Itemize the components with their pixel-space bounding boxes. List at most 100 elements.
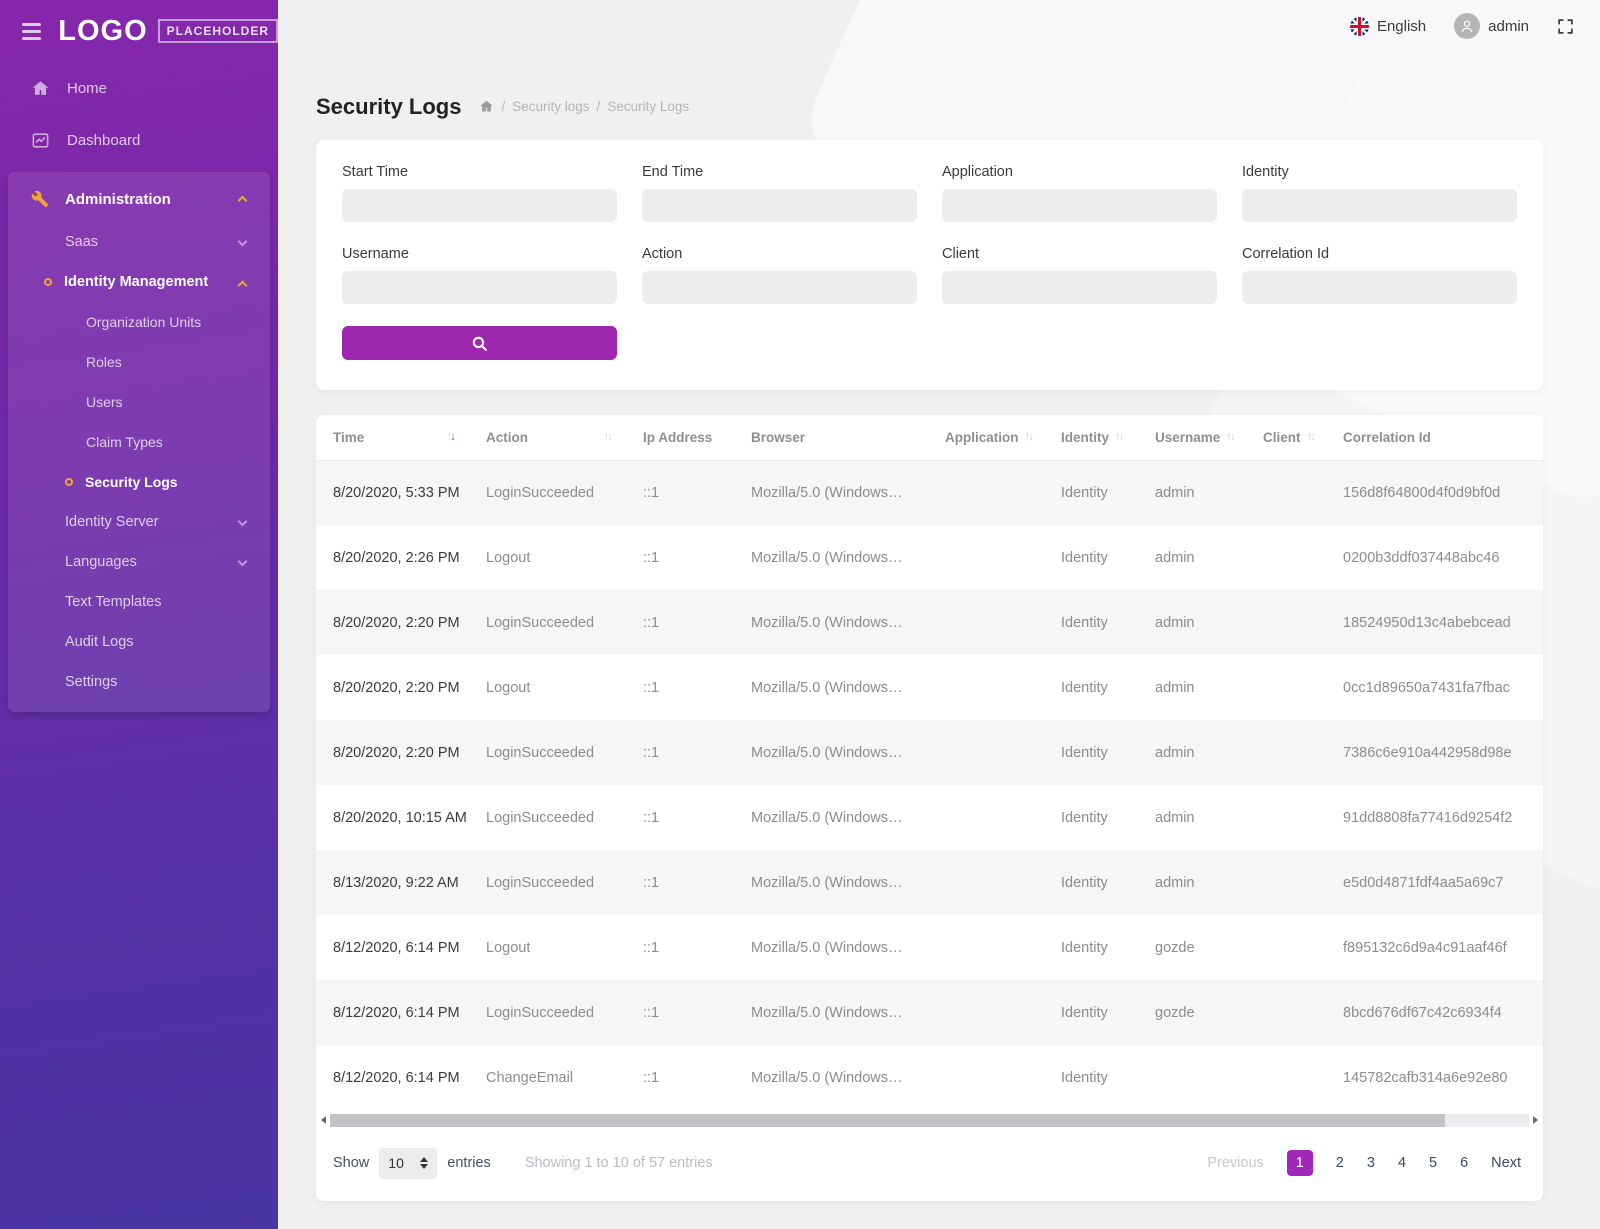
table-row[interactable]: 8/20/2020, 2:20 PM LoginSucceeded ::1 Mo…	[316, 720, 1543, 785]
menu-toggle-icon[interactable]	[22, 22, 42, 40]
cell-client	[1263, 915, 1343, 980]
sidebar-item-audit-logs[interactable]: Audit Logs	[8, 622, 270, 662]
search-icon	[472, 336, 487, 351]
sidebar-item-roles[interactable]: Roles	[8, 342, 270, 382]
horizontal-scrollbar[interactable]	[316, 1112, 1543, 1128]
filter-field-start-time: Start Time	[342, 164, 617, 222]
cell-action: LoginSucceeded	[486, 874, 595, 891]
table-row[interactable]: 8/12/2020, 6:14 PM Logout ::1 Mozilla/5.…	[316, 915, 1543, 980]
column-header-action[interactable]: Action ↑↓	[486, 415, 643, 461]
page-button-4[interactable]: 4	[1397, 1155, 1407, 1171]
show-label: Show	[333, 1155, 370, 1171]
cell-time: 8/20/2020, 5:33 PM	[333, 484, 460, 501]
column-header-correlation-id[interactable]: Correlation Id	[1343, 415, 1543, 461]
chevron-up-icon	[237, 195, 248, 206]
action-input[interactable]	[642, 271, 917, 304]
sidebar-item-settings[interactable]: Settings	[8, 662, 270, 702]
sidebar-item-home[interactable]: Home	[0, 62, 278, 114]
table-row[interactable]: 8/20/2020, 10:15 AM LoginSucceeded ::1 M…	[316, 785, 1543, 850]
sidebar-item-security-logs[interactable]: Security Logs	[8, 462, 270, 502]
column-header-time[interactable]: Time ↑↓	[316, 415, 486, 461]
scrollbar-track[interactable]	[330, 1113, 1529, 1127]
uk-flag-icon	[1349, 16, 1369, 36]
breadcrumb-item[interactable]: Security logs	[512, 99, 590, 114]
language-selector[interactable]: English	[1349, 16, 1426, 36]
table-row[interactable]: 8/20/2020, 5:33 PM LoginSucceeded ::1 Mo…	[316, 460, 1543, 525]
table-row[interactable]: 8/12/2020, 6:14 PM ChangeEmail ::1 Mozil…	[316, 1045, 1543, 1110]
cell-action: ChangeEmail	[486, 1069, 574, 1086]
table-row[interactable]: 8/12/2020, 6:14 PM LoginSucceeded ::1 Mo…	[316, 980, 1543, 1045]
end-time-input[interactable]	[642, 189, 917, 222]
cell-correlation: 145782cafb314a6e92e80	[1343, 1069, 1508, 1086]
column-header-ip-address[interactable]: Ip Address	[643, 415, 751, 461]
bullet-icon	[65, 478, 73, 486]
sidebar-item-saas[interactable]: Saas	[8, 222, 270, 262]
cell-application	[945, 915, 1061, 980]
table-row[interactable]: 8/13/2020, 9:22 AM LoginSucceeded ::1 Mo…	[316, 850, 1543, 915]
sort-icon[interactable]: ↑↓	[603, 431, 613, 444]
logo-row: LOGO PLACEHOLDER	[0, 0, 278, 62]
field-label: Identity	[1242, 164, 1289, 180]
application-input[interactable]	[942, 189, 1217, 222]
field-label: Start Time	[342, 164, 409, 180]
start-time-input[interactable]	[342, 189, 617, 222]
search-button[interactable]	[342, 326, 617, 360]
wrench-icon	[30, 190, 50, 208]
cell-action: LoginSucceeded	[486, 809, 595, 826]
sort-icon[interactable]: ↑↓	[1115, 431, 1124, 444]
page-button-5[interactable]: 5	[1429, 1155, 1438, 1171]
page-button-6[interactable]: 6	[1460, 1155, 1469, 1171]
scroll-right-icon[interactable]	[1533, 1116, 1538, 1124]
page-button-3[interactable]: 3	[1366, 1155, 1375, 1171]
page-size-select[interactable]: 10	[379, 1147, 438, 1179]
sidebar-item-dashboard[interactable]: Dashboard	[0, 114, 278, 166]
column-header-client[interactable]: Client ↑↓	[1263, 415, 1343, 461]
user-avatar-icon	[1454, 13, 1481, 39]
correlation-id-input[interactable]	[1242, 271, 1517, 304]
previous-page-button[interactable]: Previous	[1207, 1155, 1264, 1171]
scrollbar-thumb[interactable]	[330, 1113, 1446, 1127]
next-page-button[interactable]: Next	[1491, 1155, 1521, 1171]
chevron-down-icon	[237, 236, 248, 247]
table-row[interactable]: 8/20/2020, 2:20 PM Logout ::1 Mozilla/5.…	[316, 655, 1543, 720]
username-input[interactable]	[342, 271, 617, 304]
client-input[interactable]	[942, 271, 1217, 304]
table-row[interactable]: 8/20/2020, 2:20 PM LoginSucceeded ::1 Mo…	[316, 590, 1543, 655]
sort-icon[interactable]: ↑↓	[1024, 431, 1034, 444]
user-menu[interactable]: admin	[1454, 13, 1529, 39]
column-header-application[interactable]: Application ↑↓	[945, 415, 1061, 461]
field-label: Action	[642, 246, 683, 262]
entries-label: entries	[447, 1155, 491, 1171]
cell-client	[1263, 720, 1343, 785]
sort-icon[interactable]: ↑↓	[446, 431, 456, 444]
breadcrumb-separator: /	[596, 99, 601, 114]
cell-time: 8/12/2020, 6:14 PM	[333, 1069, 460, 1086]
column-header-identity[interactable]: Identity ↑↓	[1061, 415, 1155, 461]
identity-input[interactable]	[1242, 189, 1517, 222]
breadcrumb-home-icon[interactable]	[479, 99, 494, 114]
page-button-2[interactable]: 2	[1335, 1155, 1344, 1171]
scroll-left-icon[interactable]	[321, 1116, 326, 1124]
column-header-username[interactable]: Username ↑↓	[1155, 415, 1263, 461]
sidebar-item-label: Security Logs	[85, 474, 178, 490]
sidebar-item-administration[interactable]: Administration	[8, 176, 270, 222]
sidebar-item-text-templates[interactable]: Text Templates	[8, 582, 270, 622]
cell-client	[1263, 850, 1343, 915]
table-row[interactable]: 8/20/2020, 2:26 PM Logout ::1 Mozilla/5.…	[316, 525, 1543, 590]
fullscreen-button[interactable]	[1557, 18, 1574, 35]
topbar: English admin	[1349, 0, 1600, 52]
sort-icon[interactable]: ↑↓	[1306, 431, 1316, 444]
sidebar-item-users[interactable]: Users	[8, 382, 270, 422]
sidebar-item-organization-units[interactable]: Organization Units	[8, 302, 270, 342]
cell-browser: Mozilla/5.0 (Windows…	[751, 1004, 903, 1021]
sidebar-item-languages[interactable]: Languages	[8, 542, 270, 582]
sidebar-item-claim-types[interactable]: Claim Types	[8, 422, 270, 462]
sort-icon[interactable]: ↑↓	[1226, 431, 1235, 444]
sidebar-item-identity-management[interactable]: Identity Management	[8, 262, 270, 302]
filter-field-correlation-id: Correlation Id	[1242, 246, 1517, 304]
filter-field-client: Client	[942, 246, 1217, 304]
cell-time: 8/20/2020, 2:26 PM	[333, 549, 460, 566]
page-button-1[interactable]: 1	[1286, 1150, 1313, 1176]
sidebar-item-identity-server[interactable]: Identity Server	[8, 502, 270, 542]
column-header-browser[interactable]: Browser	[751, 415, 945, 461]
